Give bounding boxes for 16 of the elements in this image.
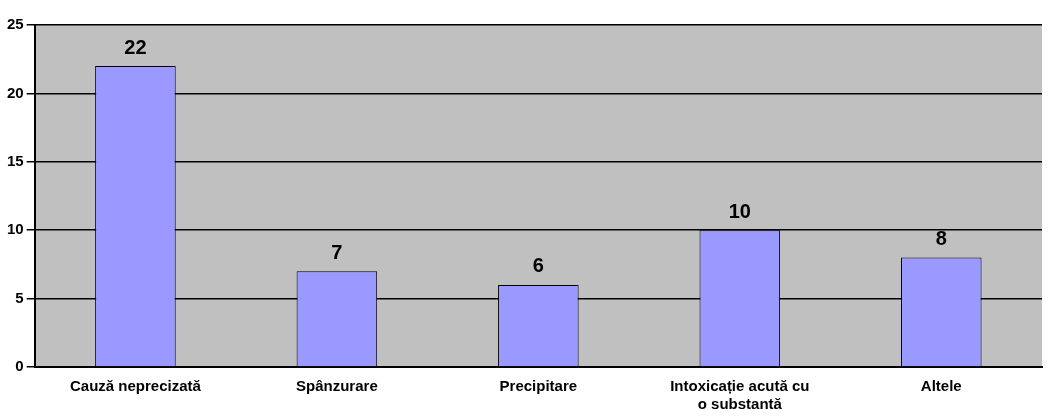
y-tick-label: 25 <box>7 15 24 33</box>
x-tick-label: Cauză neprecizată <box>69 377 202 395</box>
x-tick-label: Altele <box>920 377 962 395</box>
data-label: 6 <box>532 254 544 277</box>
y-tick-label: 10 <box>7 220 24 238</box>
data-label: 7 <box>331 240 343 263</box>
y-tick-label: 15 <box>7 151 24 169</box>
x-tick-label: Precipitare <box>499 377 578 395</box>
y-tick-label: 0 <box>15 357 24 375</box>
x-tick-label: Intoxicație acută cu o substantă <box>670 377 810 413</box>
data-label: 10 <box>728 199 751 222</box>
y-tick-label: 20 <box>7 83 24 101</box>
data-label: 22 <box>124 35 147 58</box>
y-tick-label: 5 <box>15 288 24 306</box>
x-tick-label: Spânzurare <box>296 377 378 395</box>
data-label: 8 <box>935 227 947 250</box>
